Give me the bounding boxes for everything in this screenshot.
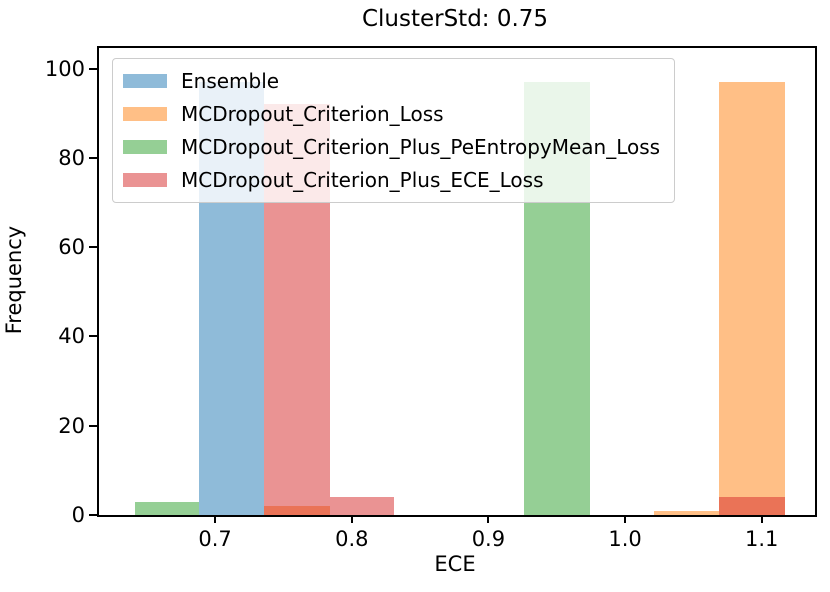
x-tick-label: 0.9	[471, 527, 506, 551]
y-tick-label: 40	[58, 324, 85, 349]
bar-MCDropout_Criterion_Plus_ECE_Loss	[719, 497, 785, 515]
legend-label: Ensemble	[181, 69, 280, 93]
x-tick-mark	[624, 515, 627, 523]
legend-label: MCDropout_Criterion_Plus_ECE_Loss	[181, 168, 544, 192]
x-tick-mark	[760, 515, 763, 523]
y-tick-mark	[89, 424, 97, 427]
legend-item: MCDropout_Criterion_Loss	[123, 101, 660, 127]
x-tick-label: 1.0	[608, 527, 642, 551]
plot-area: Ensemble MCDropout_Criterion_Loss MCDropou…	[97, 46, 817, 517]
x-tick-mark	[350, 515, 353, 523]
y-tick-mark	[89, 514, 97, 516]
bar-MCDropout_Criterion_Plus_PeEntropyMean_Loss	[134, 501, 199, 515]
legend: Ensemble MCDropout_Criterion_Loss MCDropou…	[112, 58, 676, 203]
chart-title: ClusterStd: 0.75	[361, 6, 549, 32]
legend-item: MCDropout_Criterion_Plus_ECE_Loss	[123, 167, 660, 193]
y-tick-mark	[89, 67, 97, 70]
x-tick-label: 1.1	[744, 527, 779, 551]
y-tick-label: 60	[58, 235, 85, 260]
y-tick-label: 80	[58, 145, 85, 170]
y-tick-label: 100	[44, 56, 85, 81]
y-tick-label: 20	[58, 413, 85, 438]
legend-label: MCDropout_Criterion_Plus_PeEntropyMean_L…	[181, 135, 661, 159]
y-tick-mark	[89, 335, 97, 338]
legend-swatch-icon	[123, 173, 167, 187]
y-tick-mark	[89, 246, 97, 249]
legend-swatch-icon	[123, 107, 167, 121]
y-tick-mark	[89, 156, 97, 159]
legend-label: MCDropout_Criterion_Loss	[181, 102, 444, 126]
bar-MCDropout_Criterion_Plus_ECE_Loss	[329, 497, 395, 515]
legend-swatch-icon	[123, 74, 167, 88]
x-tick-mark	[214, 515, 217, 523]
legend-swatch-icon	[123, 140, 167, 154]
x-tick-label: 0.7	[198, 527, 232, 551]
y-axis-label: Frequency	[2, 225, 26, 335]
legend-item: MCDropout_Criterion_Plus_PeEntropyMean_L…	[123, 134, 660, 160]
x-axis-label: ECE	[434, 552, 476, 576]
legend-item: Ensemble	[123, 68, 660, 94]
x-tick-label: 0.8	[335, 527, 369, 551]
bar-MCDropout_Criterion_Loss	[719, 81, 785, 515]
x-tick-mark	[487, 515, 490, 523]
bar-MCDropout_Criterion_Loss	[653, 510, 720, 515]
y-tick-label: 0	[71, 503, 85, 527]
